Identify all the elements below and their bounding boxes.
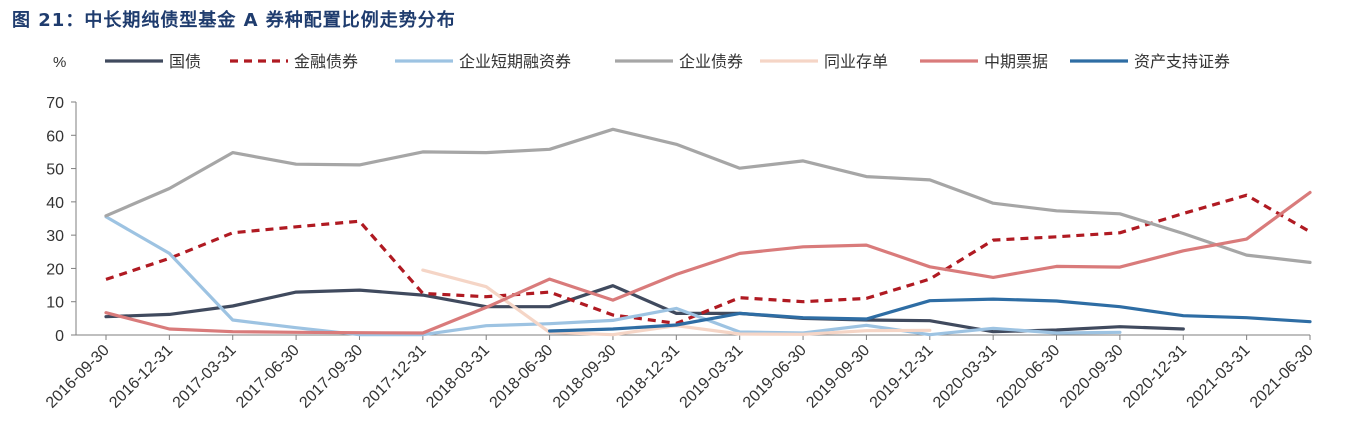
x-tick-label: 2016-09-30 <box>43 342 113 412</box>
series-line-1 <box>105 193 1311 325</box>
legend-label-1: 金融债券 <box>294 52 358 71</box>
legend-label-5: 中期票据 <box>984 52 1048 71</box>
x-tick-label: 2021-06-30 <box>1247 342 1317 412</box>
y-tick-label: 50 <box>46 162 64 179</box>
y-tick-label: 0 <box>55 328 64 345</box>
series-line-2 <box>104 215 1122 337</box>
x-tick-label: 2020-12-31 <box>1120 342 1190 412</box>
series-line-6 <box>548 297 1312 333</box>
y-tick-label: 40 <box>46 195 64 212</box>
x-tick-label: 2017-12-31 <box>360 342 430 412</box>
y-tick-label: 20 <box>46 261 64 278</box>
y-tick-label: 70 <box>46 95 64 112</box>
legend-label-3: 企业债券 <box>679 52 743 71</box>
x-tick-labels: 2016-09-302016-12-312017-03-312017-06-30… <box>43 342 1317 412</box>
legend-label-2: 企业短期融资券 <box>459 52 571 71</box>
legend-label-0: 国债 <box>169 52 201 71</box>
y-tick-labels: 0 10 20 30 40 50 60 70 <box>46 95 64 345</box>
x-tick-label: 2021-03-31 <box>1184 342 1254 412</box>
axes <box>71 101 1311 340</box>
x-tick-label: 2019-03-31 <box>677 342 747 412</box>
series-line-0 <box>104 284 1185 334</box>
x-tick-label: 2018-06-30 <box>487 342 557 412</box>
y-axis-unit-label: % <box>53 54 66 71</box>
x-tick-label: 2017-06-30 <box>233 342 303 412</box>
series-lines <box>104 127 1312 337</box>
x-tick-label: 2020-09-30 <box>1057 342 1127 412</box>
series-line-3 <box>104 127 1312 264</box>
chart-title: 图 21：中长期纯债型基金 A 券种配置比例走势分布 <box>12 10 456 31</box>
x-tick-label: 2019-09-30 <box>803 342 873 412</box>
legend-label-6: 资产支持证券 <box>1134 52 1230 71</box>
y-tick-label: 60 <box>46 128 64 145</box>
x-tick-label: 2018-12-31 <box>613 342 683 412</box>
y-tick-label: 10 <box>46 295 64 312</box>
x-tick-label: 2019-12-31 <box>867 342 937 412</box>
y-tick-label: 30 <box>46 228 64 245</box>
x-tick-label: 2018-03-31 <box>423 342 493 412</box>
x-tick-label: 2017-03-31 <box>170 342 240 412</box>
legend-label-4: 同业存单 <box>824 52 888 71</box>
series-line-5 <box>104 190 1312 335</box>
x-tick-label: 2016-12-31 <box>106 342 176 412</box>
x-tick-label: 2018-09-30 <box>550 342 620 412</box>
x-tick-label: 2020-06-30 <box>993 342 1063 412</box>
x-tick-label: 2019-06-30 <box>740 342 810 412</box>
x-tick-label: 2017-09-30 <box>296 342 366 412</box>
x-tick-label: 2020-03-31 <box>930 342 1000 412</box>
legend: 国债 金融债券 企业短期融资券 企业债券 同业存单 中期票据 资产支持证券 <box>105 52 1230 71</box>
